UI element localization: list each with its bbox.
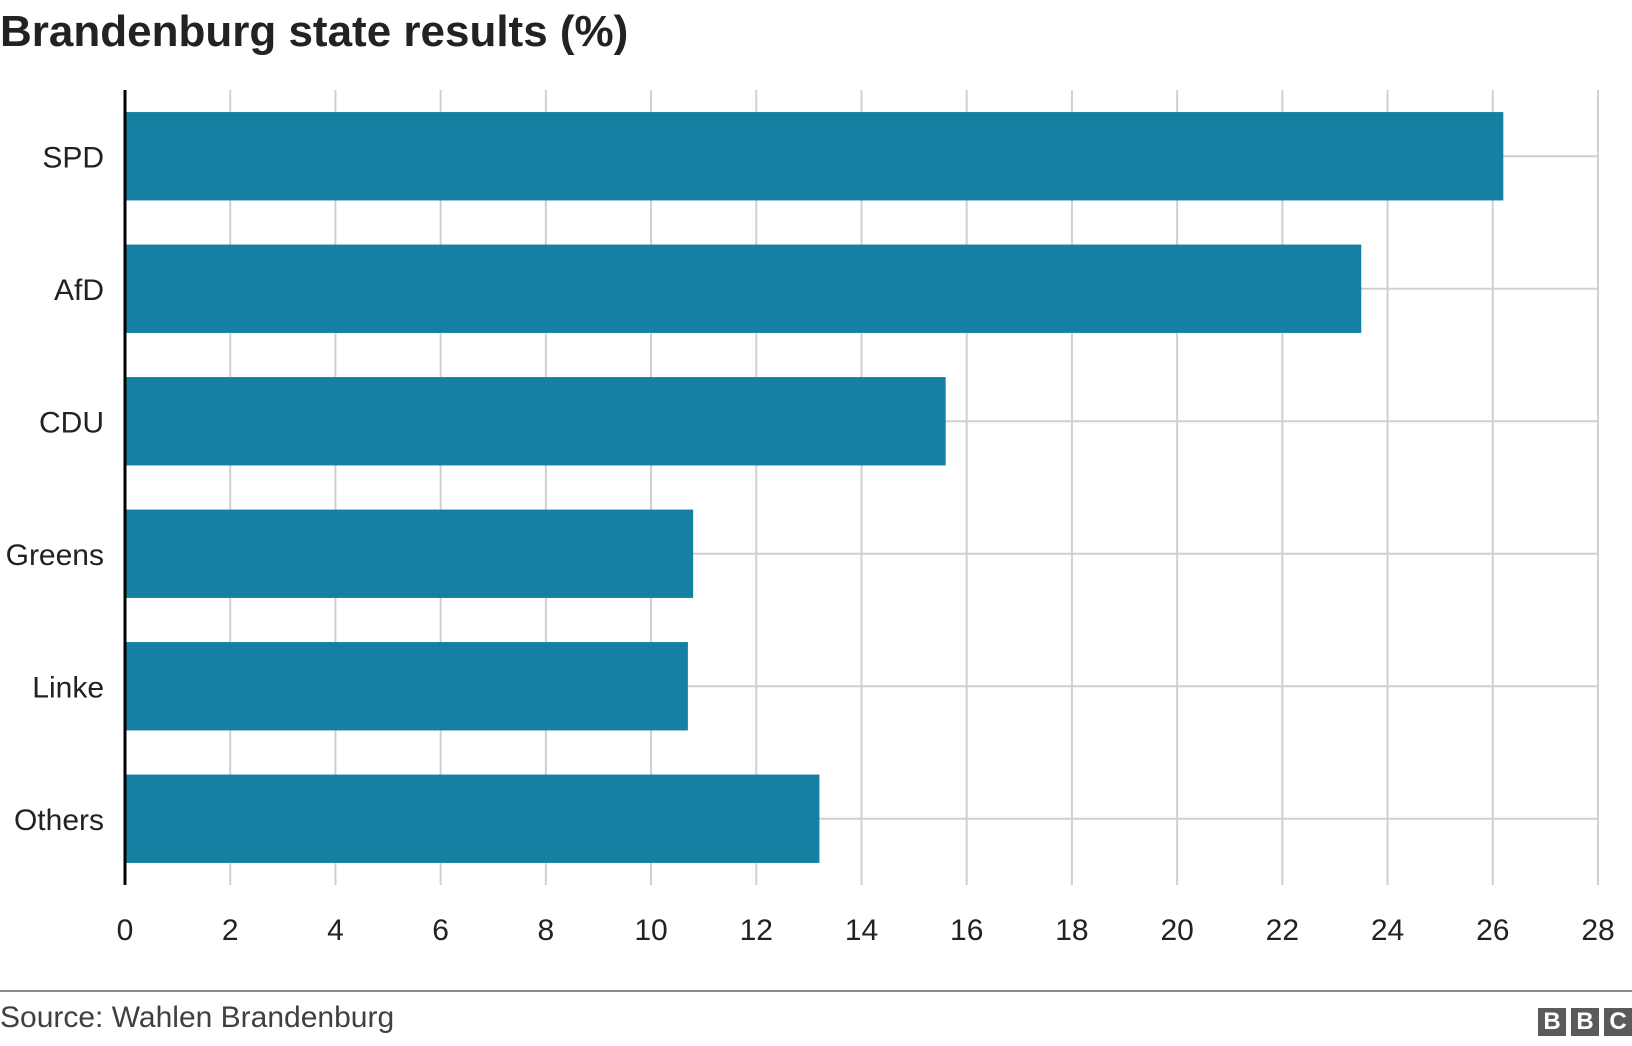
category-label: SPD xyxy=(42,141,104,174)
x-tick-label: 14 xyxy=(845,914,878,947)
bbc-logo-letter: C xyxy=(1604,1008,1632,1036)
category-label: Others xyxy=(14,804,104,837)
bbc-logo: B B C xyxy=(1538,1008,1632,1036)
x-tick-label: 28 xyxy=(1581,914,1614,947)
bar-spd xyxy=(125,112,1504,201)
bar-linke xyxy=(125,642,688,731)
x-tick-labels: 0 2 4 6 8 10 12 14 16 18 20 22 24 26 28 xyxy=(117,914,1615,947)
bar-greens xyxy=(125,509,694,598)
source-note: Source: Wahlen Brandenburg xyxy=(0,1001,395,1034)
x-tick-label: 20 xyxy=(1160,914,1193,947)
x-tick-label: 4 xyxy=(327,914,344,947)
bars xyxy=(125,112,1504,863)
x-tick-label: 22 xyxy=(1266,914,1299,947)
x-tick-label: 0 xyxy=(117,914,134,947)
bbc-logo-letter: B xyxy=(1538,1008,1566,1036)
gridlines xyxy=(125,90,1599,885)
x-tick-label: 12 xyxy=(740,914,773,947)
bar-afd xyxy=(125,244,1362,333)
footer-divider xyxy=(0,990,1632,992)
bar-cdu xyxy=(125,377,946,466)
x-tick-label: 6 xyxy=(432,914,449,947)
chart-title: Brandenburg state results (%) xyxy=(0,7,629,56)
x-tick-label: 16 xyxy=(950,914,983,947)
bbc-logo-letter: B xyxy=(1571,1008,1599,1036)
category-labels: SPD AfD CDU Greens Linke Others xyxy=(6,141,104,837)
category-label: CDU xyxy=(39,406,104,439)
x-tick-label: 10 xyxy=(634,914,667,947)
x-tick-label: 26 xyxy=(1476,914,1509,947)
x-tick-label: 8 xyxy=(538,914,555,947)
bar-others xyxy=(125,774,820,863)
category-label: Greens xyxy=(6,539,104,572)
x-tick-label: 18 xyxy=(1055,914,1088,947)
category-label: Linke xyxy=(32,671,104,704)
x-tick-label: 24 xyxy=(1371,914,1404,947)
category-label: AfD xyxy=(54,274,104,307)
x-tick-label: 2 xyxy=(222,914,239,947)
